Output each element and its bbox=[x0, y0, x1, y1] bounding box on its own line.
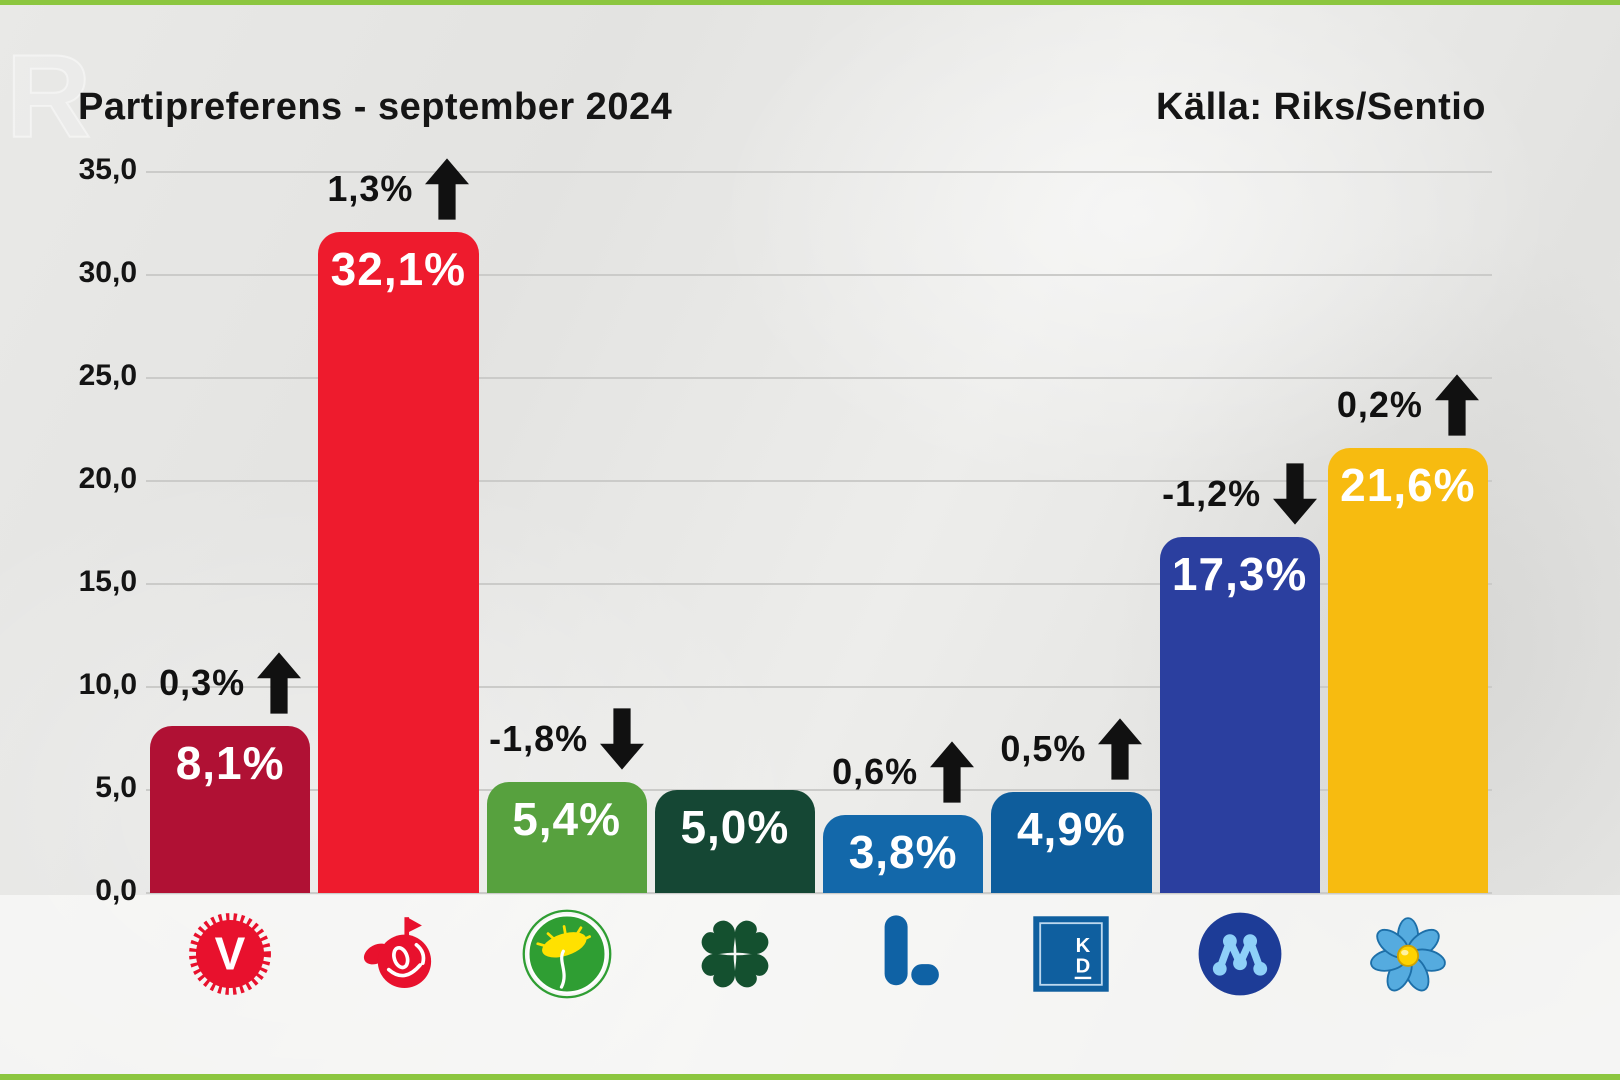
arrow-up-icon bbox=[930, 741, 975, 803]
y-tick-label: 10,0 bbox=[78, 668, 137, 701]
bar-value-label: 3,8% bbox=[848, 825, 958, 878]
change-label: -1,2% bbox=[1162, 472, 1262, 514]
gridline bbox=[146, 377, 1492, 379]
bar-m: 17,3% bbox=[1159, 536, 1320, 893]
plot-area: 8,1% 0,3% 32,1% 1,3% 5,4% -1,8% 5,0% 3,8% 0,6% 4,… bbox=[146, 158, 1492, 893]
gridline bbox=[146, 789, 1492, 791]
change-indicator-mp: -1,8% bbox=[483, 708, 651, 770]
arrow-up-icon bbox=[1098, 718, 1143, 780]
y-tick-label: 5,0 bbox=[95, 771, 137, 804]
logo-cell-l bbox=[819, 900, 987, 1070]
change-label: 0,6% bbox=[832, 750, 919, 792]
bar-value-label: 32,1% bbox=[330, 242, 467, 295]
bar-column-s: 32,1% 1,3% bbox=[314, 158, 482, 893]
change-indicator-sd: 0,2% bbox=[1324, 374, 1492, 436]
m-monogram-icon bbox=[1194, 908, 1286, 1000]
arrow-up-icon bbox=[425, 158, 470, 220]
logo-cell-sd bbox=[1324, 900, 1492, 1070]
bar-column-m: 17,3% -1,2% bbox=[1156, 172, 1324, 893]
c-clover-icon bbox=[689, 908, 781, 1000]
sd-anemone-icon bbox=[1362, 908, 1454, 1000]
change-label: 0,2% bbox=[1336, 384, 1423, 426]
bar-column-l: 3,8% 0,6% bbox=[819, 172, 987, 893]
change-indicator-kd: 0,5% bbox=[987, 718, 1155, 780]
bar-v: 8,1% bbox=[150, 726, 311, 893]
top-green-strip bbox=[0, 0, 1620, 5]
gridline bbox=[146, 583, 1492, 585]
svg-text:K: K bbox=[1076, 935, 1091, 957]
chart-title: Partipreferens - september 2024 bbox=[78, 86, 673, 128]
logo-cell-c bbox=[651, 900, 819, 1070]
y-tick-label: 35,0 bbox=[78, 153, 137, 186]
bar-s: 32,1% bbox=[318, 231, 479, 893]
bar-l: 3,8% bbox=[823, 814, 984, 893]
gridline bbox=[146, 480, 1492, 482]
bar-value-label: 5,4% bbox=[512, 792, 622, 845]
change-indicator-s: 1,3% bbox=[314, 158, 482, 220]
bar-sd: 21,6% bbox=[1327, 448, 1488, 893]
bar-kd: 4,9% bbox=[991, 792, 1152, 893]
arrow-up-icon bbox=[1434, 374, 1479, 436]
gridline bbox=[146, 892, 1492, 894]
gridline bbox=[146, 274, 1492, 276]
arrow-up-icon bbox=[257, 652, 302, 714]
bar-column-mp: 5,4% -1,8% bbox=[483, 172, 651, 893]
bar-value-label: 4,9% bbox=[1016, 803, 1126, 856]
change-indicator-v: 0,3% bbox=[146, 652, 314, 714]
y-tick-label: 30,0 bbox=[78, 256, 137, 289]
bar-value-label: 8,1% bbox=[175, 737, 285, 790]
bar-c: 5,0% bbox=[654, 790, 815, 893]
v-carnation-icon: V bbox=[184, 908, 276, 1000]
y-tick-label: 0,0 bbox=[95, 874, 137, 907]
bar-value-label: 5,0% bbox=[680, 801, 790, 853]
y-tick-label: 20,0 bbox=[78, 462, 137, 495]
change-label: 0,3% bbox=[159, 662, 246, 704]
bar-value-label: 21,6% bbox=[1340, 459, 1476, 512]
l-letter-icon bbox=[857, 908, 949, 1000]
logo-cell-mp bbox=[483, 900, 651, 1070]
change-label: 1,3% bbox=[327, 167, 414, 209]
y-tick-label: 25,0 bbox=[78, 359, 137, 392]
bar-column-kd: 4,9% 0,5% bbox=[987, 172, 1155, 893]
change-label: -1,8% bbox=[489, 717, 589, 759]
s-rose-icon bbox=[352, 908, 444, 1000]
logo-cell-s bbox=[314, 900, 482, 1070]
logo-cell-v: V bbox=[146, 900, 314, 1070]
svg-text:D: D bbox=[1076, 955, 1091, 977]
mp-dandelion-icon bbox=[521, 908, 613, 1000]
arrow-down-icon bbox=[1273, 463, 1318, 525]
gridline bbox=[146, 171, 1492, 173]
logo-cell-m bbox=[1156, 900, 1324, 1070]
bar-column-v: 8,1% 0,3% bbox=[146, 172, 314, 893]
svg-text:V: V bbox=[215, 928, 246, 980]
source-label: Källa: Riks/Sentio bbox=[1156, 86, 1486, 128]
change-label: 0,5% bbox=[1000, 728, 1087, 770]
arrow-down-icon bbox=[600, 708, 645, 770]
bar-column-c: 5,0% bbox=[651, 172, 819, 893]
bottom-green-strip bbox=[0, 1074, 1620, 1080]
change-indicator-m: -1,2% bbox=[1156, 463, 1324, 525]
channel-watermark: R bbox=[5, 31, 92, 163]
y-tick-label: 15,0 bbox=[78, 565, 137, 598]
party-logo-strip bbox=[0, 895, 1620, 1074]
change-indicator-l: 0,6% bbox=[819, 741, 987, 803]
gridline bbox=[146, 686, 1492, 688]
bar-value-label: 17,3% bbox=[1171, 547, 1308, 600]
bar-column-sd: 21,6% 0,2% bbox=[1324, 172, 1492, 893]
bar-mp: 5,4% bbox=[486, 781, 647, 893]
